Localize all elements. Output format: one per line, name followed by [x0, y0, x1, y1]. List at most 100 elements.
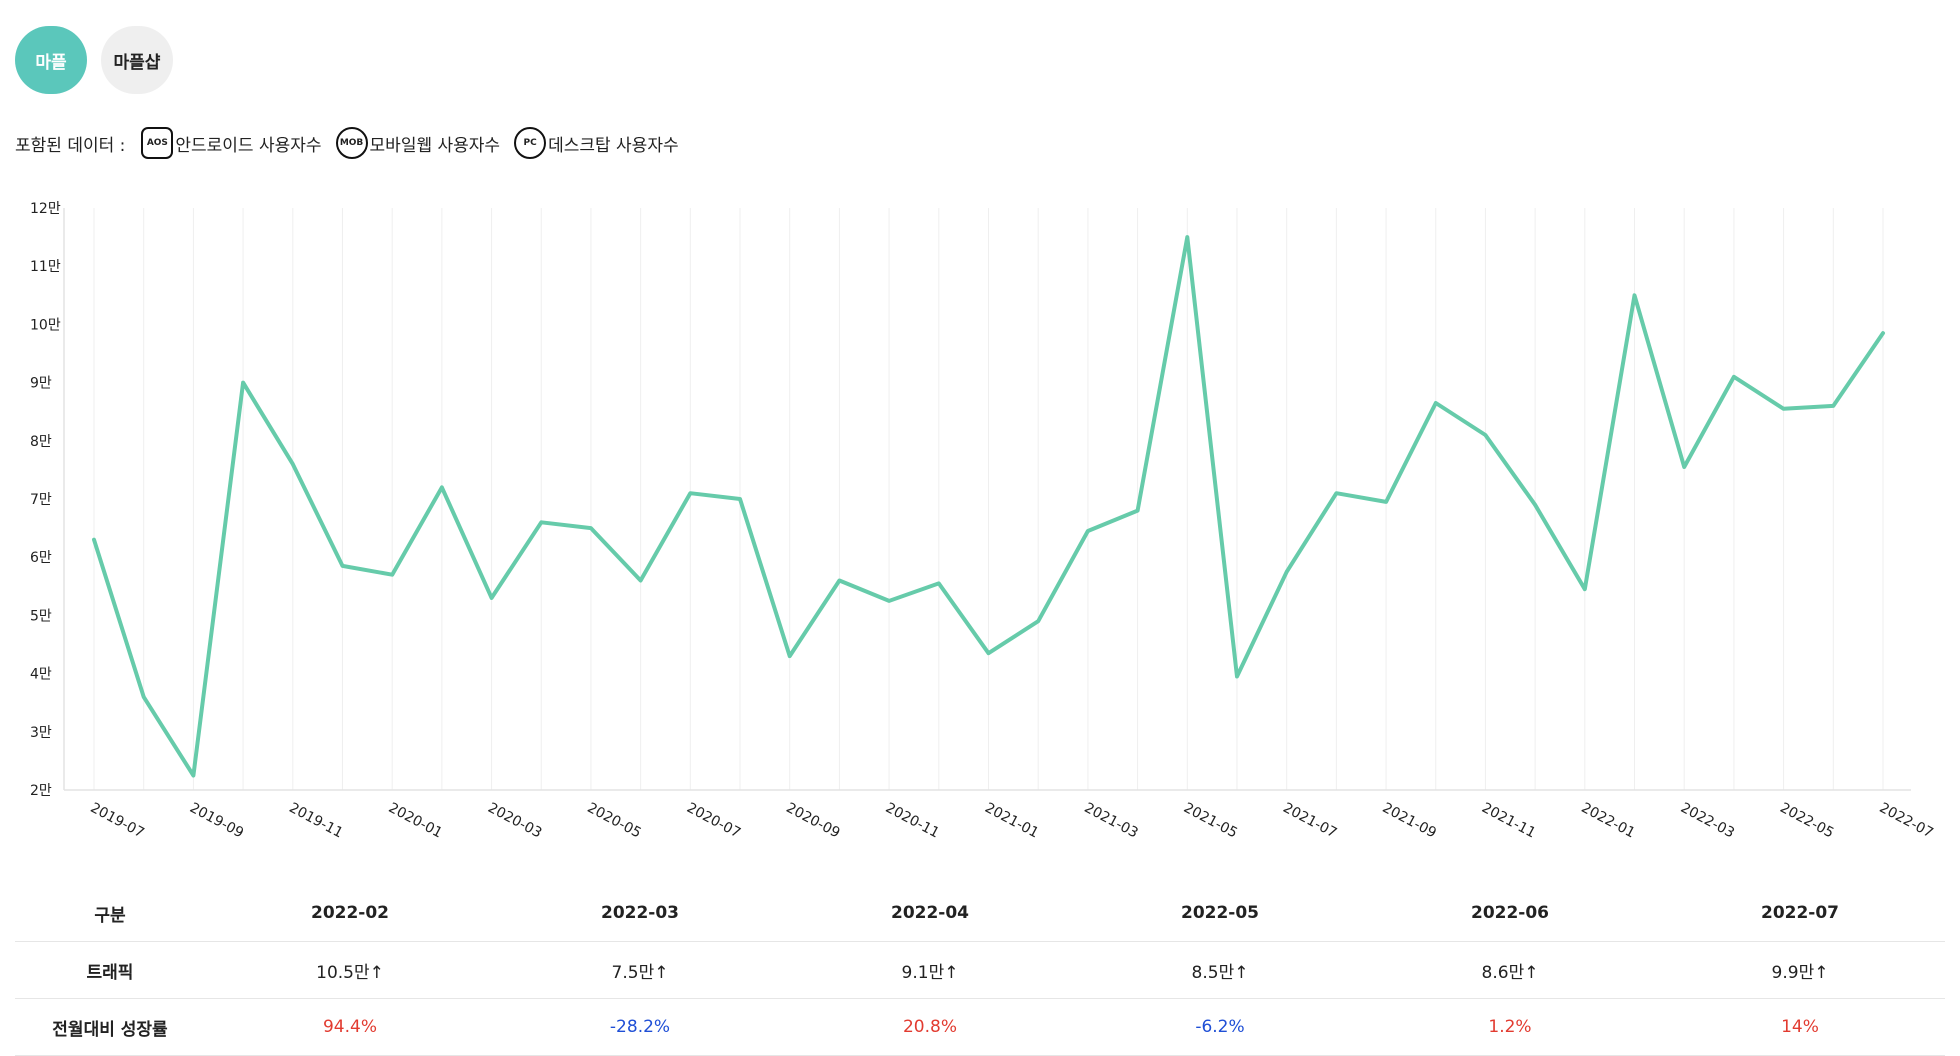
data-point	[1633, 293, 1637, 297]
traffic-cell: 8.6만↑	[1365, 941, 1655, 999]
data-point	[490, 596, 494, 600]
y-tick-label: 5만	[30, 608, 52, 624]
table-header-cell: 2022-03	[600, 903, 680, 923]
data-point	[241, 381, 245, 385]
growth-cell: 20.8%	[785, 998, 1075, 1056]
traffic-cell: 10.5만↑	[205, 941, 495, 999]
y-tick-label: 4만	[30, 667, 52, 683]
x-tick-label: 2020-01	[386, 800, 445, 842]
x-tick-label: 2022-05	[1777, 800, 1836, 842]
data-point	[191, 773, 195, 777]
x-tick-label: 2021-05	[1181, 800, 1240, 842]
data-point	[589, 526, 593, 530]
data-point	[142, 695, 146, 699]
x-tick-label: 2022-01	[1578, 800, 1637, 842]
data-point	[887, 599, 891, 603]
legend-label: 포함된 데이터 :	[15, 135, 126, 156]
growth-cell: 94.4%	[205, 998, 495, 1056]
y-tick-label: 12만	[30, 201, 61, 217]
data-point	[639, 578, 643, 582]
table-header-cell: 2022-04	[890, 903, 970, 923]
table-row-traffic: 트래픽 10.5만↑ 7.5만↑ 9.1만↑ 8.5만↑ 8.6만↑ 9.9만↑	[15, 941, 1945, 999]
table-header-cell: 구분	[94, 905, 126, 926]
x-tick-label: 2020-09	[783, 800, 842, 842]
table-header-row: 구분 2022-02 2022-03 2022-04 2022-05 2022-…	[15, 885, 1945, 942]
x-tick-label: 2021-07	[1280, 800, 1339, 842]
data-point	[440, 485, 444, 489]
x-tick-label: 2022-03	[1678, 800, 1737, 842]
x-tick-label: 2021-11	[1479, 800, 1538, 842]
data-point	[688, 491, 692, 495]
data-point	[390, 573, 394, 577]
legend-item-aos: AOS 안드로이드 사용자수	[141, 127, 322, 159]
data-point	[1384, 500, 1388, 504]
data-point	[1086, 529, 1090, 533]
x-tick-label: 2020-05	[585, 800, 644, 842]
y-tick-label: 2만	[30, 783, 52, 799]
data-point	[1285, 570, 1289, 574]
legend-text-aos: 안드로이드 사용자수	[175, 135, 322, 156]
y-tick-label: 6만	[30, 550, 52, 566]
mob-icon: MOB	[335, 127, 368, 159]
y-tick-label: 9만	[30, 376, 52, 392]
x-tick-label: 2022-07	[1877, 800, 1936, 842]
growth-cell: -28.2%	[495, 998, 785, 1056]
y-tick-label: 10만	[30, 317, 61, 333]
legend-text-mob: 모바일웹 사용자수	[369, 135, 501, 156]
table-header-cell: 2022-07	[1760, 903, 1840, 923]
data-point	[1782, 407, 1786, 411]
traffic-cell: 9.9만↑	[1655, 941, 1945, 999]
data-point	[1185, 235, 1189, 239]
legend-item-pc: PC 데스크탑 사용자수	[514, 127, 679, 159]
data-point	[1136, 509, 1140, 513]
data-point	[1434, 401, 1438, 405]
growth-cell: 14%	[1655, 998, 1945, 1056]
data-point	[340, 564, 344, 568]
x-tick-label: 2020-07	[684, 800, 743, 842]
data-point	[1881, 331, 1885, 335]
included-data-legend: 포함된 데이터 : AOS 안드로이드 사용자수 MOB 모바일웹 사용자수 P…	[15, 127, 693, 159]
table-row-growth: 전월대비 성장률 94.4% -28.2% 20.8% -6.2% 1.2% 1…	[15, 998, 1945, 1056]
y-tick-label: 11만	[30, 259, 61, 275]
data-point	[1682, 465, 1686, 469]
x-tick-label: 2019-11	[286, 800, 345, 842]
data-point	[92, 538, 96, 542]
table-header-cell: 2022-05	[1180, 903, 1260, 923]
traffic-cell: 8.5만↑	[1075, 941, 1365, 999]
x-tick-label: 2020-11	[883, 800, 942, 842]
data-point	[1583, 587, 1587, 591]
x-tick-label: 2019-07	[88, 800, 147, 842]
table-header-cell: 2022-02	[310, 903, 390, 923]
tab-mapple-shop[interactable]: 마플샵	[101, 26, 173, 94]
data-point	[1831, 404, 1835, 408]
data-point	[291, 462, 295, 466]
data-point	[788, 654, 792, 658]
traffic-cell: 7.5만↑	[495, 941, 785, 999]
data-point	[937, 581, 941, 585]
legend-item-mob: MOB 모바일웹 사용자수	[335, 127, 501, 159]
x-tick-label: 2021-01	[982, 800, 1041, 842]
y-tick-label: 7만	[30, 492, 52, 508]
data-point	[1235, 675, 1239, 679]
aos-icon: AOS	[141, 127, 174, 159]
data-point	[1533, 503, 1537, 507]
x-tick-label: 2019-09	[187, 800, 246, 842]
data-point	[1483, 433, 1487, 437]
tab-mapple[interactable]: 마플	[15, 26, 87, 94]
data-point	[1732, 375, 1736, 379]
x-tick-label: 2020-03	[485, 800, 544, 842]
row-label-growth: 전월대비 성장률	[15, 998, 205, 1056]
y-tick-label: 3만	[30, 725, 52, 741]
x-tick-label: 2021-09	[1380, 800, 1439, 842]
x-tick-label: 2021-03	[1082, 800, 1141, 842]
data-point	[1036, 619, 1040, 623]
monthly-traffic-table: 구분 2022-02 2022-03 2022-04 2022-05 2022-…	[15, 885, 1945, 1056]
data-point	[987, 651, 990, 655]
pc-icon: PC	[514, 127, 547, 159]
growth-cell: 1.2%	[1365, 998, 1655, 1056]
data-point	[738, 497, 742, 501]
tab-group: 마플 마플샵	[15, 26, 173, 94]
table-header-cell: 2022-06	[1470, 903, 1550, 923]
legend-text-pc: 데스크탑 사용자수	[548, 135, 679, 156]
y-tick-label: 8만	[30, 434, 52, 450]
